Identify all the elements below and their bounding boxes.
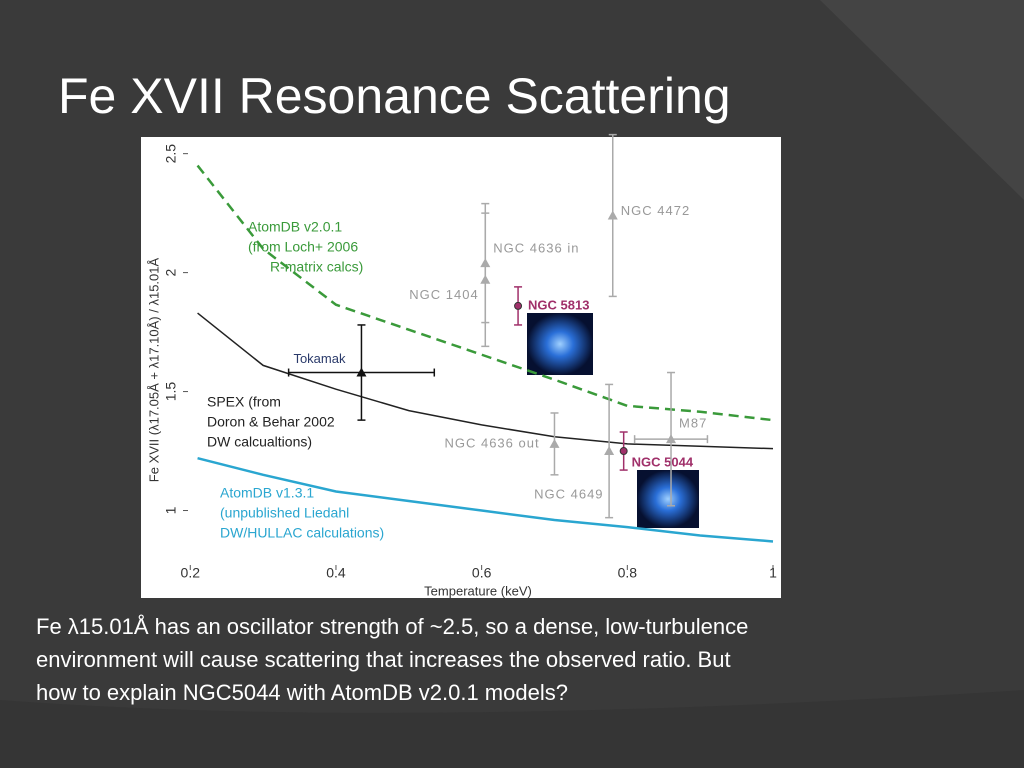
point-label: M87 (679, 416, 707, 431)
curve (196, 164, 774, 422)
y-tick-label: 2 (163, 269, 179, 277)
curve-label: SPEX (from (207, 394, 281, 410)
x-axis-label: Temperature (keV) (424, 583, 532, 598)
point-label: NGC 4636 in (493, 241, 579, 256)
curve (197, 312, 774, 450)
point (607, 210, 618, 220)
curve-label: (from Loch+ 2006 (248, 239, 358, 255)
curve-label: Doron & Behar 2002 (207, 414, 335, 430)
body-line: environment will cause scattering that i… (36, 647, 731, 672)
point-label: NGC 5813 (528, 297, 589, 312)
curve (197, 456, 774, 543)
x-tick-label: 0.6 (472, 565, 492, 581)
point (514, 301, 523, 310)
curve-label: AtomDB v1.3.1 (220, 485, 314, 501)
point-label: NGC 4636 out (444, 435, 539, 450)
point (666, 434, 677, 444)
slide-title: Fe XVII Resonance Scattering (58, 68, 731, 124)
y-tick-label: 1 (163, 506, 179, 514)
y-tick-label: 1.5 (163, 382, 179, 402)
curve-label: R-matrix calcs) (270, 259, 363, 275)
point-label: NGC 5044 (632, 454, 694, 469)
galaxy-image (527, 313, 593, 375)
body-text: Fe λ15.01Å has an oscillator strength of… (36, 614, 748, 705)
point-label: NGC 1404 (409, 287, 478, 302)
x-tick-label: 0.4 (326, 565, 346, 581)
point-label: NGC 4472 (621, 203, 690, 218)
curve-label: DW/HULLAC calculations) (220, 525, 384, 541)
decor (820, 0, 1024, 200)
x-tick-label: 0.8 (618, 565, 638, 581)
y-axis-label: Fe XVII (λ17.05Å + λ17.10Å) / λ15.01Å (146, 257, 161, 482)
x-tick-label: 0.2 (181, 565, 201, 581)
point (619, 447, 628, 456)
point (356, 367, 367, 377)
body-line: how to explain NGC5044 with AtomDB v2.0.… (36, 680, 568, 705)
point-label: NGC 4649 (534, 486, 603, 501)
galaxy-image (637, 470, 699, 528)
chart: 0.2 0.4 0.6 0.8 1 1 1.5 2 2.5 Temperature (keV) Fe… (146, 133, 777, 598)
point-label: Tokamak (293, 351, 346, 366)
x-tick-label: 1 (769, 565, 777, 581)
point (604, 446, 615, 456)
curve-label: (unpublished Liedahl (220, 505, 349, 521)
curve-label: AtomDB v2.0.1 (248, 219, 342, 235)
point (549, 438, 560, 448)
curve-label: DW calcualtions) (207, 434, 312, 450)
y-tick-label: 2.5 (163, 144, 179, 164)
body-line: Fe λ15.01Å has an oscillator strength of… (36, 614, 748, 639)
point (480, 274, 491, 284)
decor (0, 690, 1024, 768)
